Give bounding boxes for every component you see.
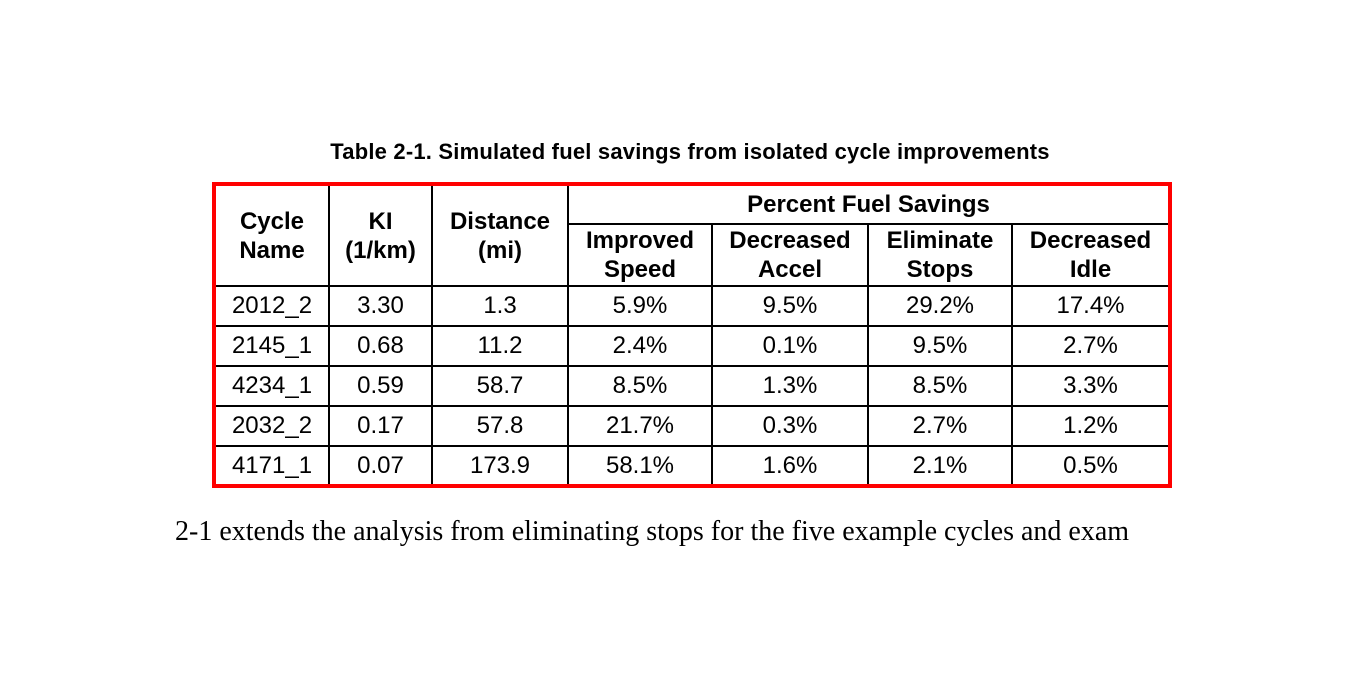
cell-distance: 58.7 <box>431 365 569 407</box>
header-row-top: Cycle Name KI (1/km) Distance (mi) Perce… <box>213 183 1171 287</box>
header-distance: Distance (mi) <box>431 183 569 287</box>
cell-improved-speed: 21.7% <box>567 405 713 447</box>
cell-ki: 0.68 <box>328 325 433 367</box>
cell-ki: 0.17 <box>328 405 433 447</box>
cell-cycle-name: 4171_1 <box>213 445 330 487</box>
header-line: Stops <box>906 256 974 283</box>
cell-decreased-idle: 3.3% <box>1011 365 1171 407</box>
fuel-savings-table: Cycle Name KI (1/km) Distance (mi) Perce… <box>212 182 1172 488</box>
cell-decreased-accel: 0.3% <box>711 405 869 447</box>
header-line: Accel <box>757 256 823 283</box>
cell-ki: 0.59 <box>328 365 433 407</box>
cell-decreased-accel: 1.3% <box>711 365 869 407</box>
table-row: 2032_2 0.17 57.8 21.7% 0.3% 2.7% 1.2% <box>213 405 1171 447</box>
cell-eliminate-stops: 8.5% <box>867 365 1013 407</box>
header-line: Eliminate <box>886 227 994 254</box>
cell-decreased-idle: 1.2% <box>1011 405 1171 447</box>
cell-cycle-name: 4234_1 <box>213 365 330 407</box>
table-row: 4234_1 0.59 58.7 8.5% 1.3% 8.5% 3.3% <box>213 365 1171 407</box>
cell-distance: 57.8 <box>431 405 569 447</box>
header-eliminate-stops: Eliminate Stops <box>867 223 1013 287</box>
cell-decreased-accel: 9.5% <box>711 285 869 327</box>
cell-distance: 1.3 <box>431 285 569 327</box>
cell-improved-speed: 58.1% <box>567 445 713 487</box>
body-text: 2-1 extends the analysis from eliminatin… <box>175 516 1130 547</box>
cell-decreased-idle: 17.4% <box>1011 285 1171 327</box>
cell-cycle-name: 2032_2 <box>213 405 330 447</box>
header-line: Decreased <box>1029 227 1152 254</box>
cell-cycle-name: 2012_2 <box>213 285 330 327</box>
cell-eliminate-stops: 2.7% <box>867 405 1013 447</box>
header-percent-fuel-savings: Percent Fuel Savings <box>567 183 1171 225</box>
header-line: Name <box>239 236 305 264</box>
table-row: 4171_1 0.07 173.9 58.1% 1.6% 2.1% 0.5% <box>213 445 1171 487</box>
header-ki: KI (1/km) <box>328 183 433 287</box>
cell-eliminate-stops: 29.2% <box>867 285 1013 327</box>
cell-cycle-name: 2145_1 <box>213 325 330 367</box>
header-row-sub: Improved Speed Decreased Accel Eliminate… <box>214 223 1171 287</box>
header-line: Improved <box>585 227 695 254</box>
table-row: 2145_1 0.68 11.2 2.4% 0.1% 9.5% 2.7% <box>213 325 1171 367</box>
cell-eliminate-stops: 2.1% <box>867 445 1013 487</box>
header-line: Idle <box>1069 256 1112 283</box>
cell-distance: 11.2 <box>431 325 569 367</box>
cell-decreased-idle: 0.5% <box>1011 445 1171 487</box>
cell-improved-speed: 2.4% <box>567 325 713 367</box>
table-row: 2012_2 3.30 1.3 5.9% 9.5% 29.2% 17.4% <box>213 285 1171 327</box>
cell-decreased-accel: 1.6% <box>711 445 869 487</box>
cell-eliminate-stops: 9.5% <box>867 325 1013 367</box>
header-decreased-accel: Decreased Accel <box>711 223 869 287</box>
header-line: Cycle <box>239 207 305 235</box>
header-improved-speed: Improved Speed <box>567 223 713 287</box>
cell-distance: 173.9 <box>431 445 569 487</box>
table-title: Table 2-1. Simulated fuel savings from i… <box>330 139 1050 164</box>
header-line: Distance <box>449 207 551 235</box>
header-line: Speed <box>603 256 677 283</box>
header-line: (mi) <box>478 236 522 264</box>
header-line: (1/km) <box>345 236 416 264</box>
header-decreased-idle: Decreased Idle <box>1011 223 1171 287</box>
header-line: Decreased <box>729 227 851 254</box>
cell-decreased-idle: 2.7% <box>1011 325 1171 367</box>
header-cycle-name: Cycle Name <box>213 183 330 287</box>
cell-decreased-accel: 0.1% <box>711 325 869 367</box>
cell-improved-speed: 8.5% <box>567 365 713 407</box>
cell-ki: 3.30 <box>328 285 433 327</box>
header-line: KI <box>368 207 393 235</box>
cell-ki: 0.07 <box>328 445 433 487</box>
cell-improved-speed: 5.9% <box>567 285 713 327</box>
